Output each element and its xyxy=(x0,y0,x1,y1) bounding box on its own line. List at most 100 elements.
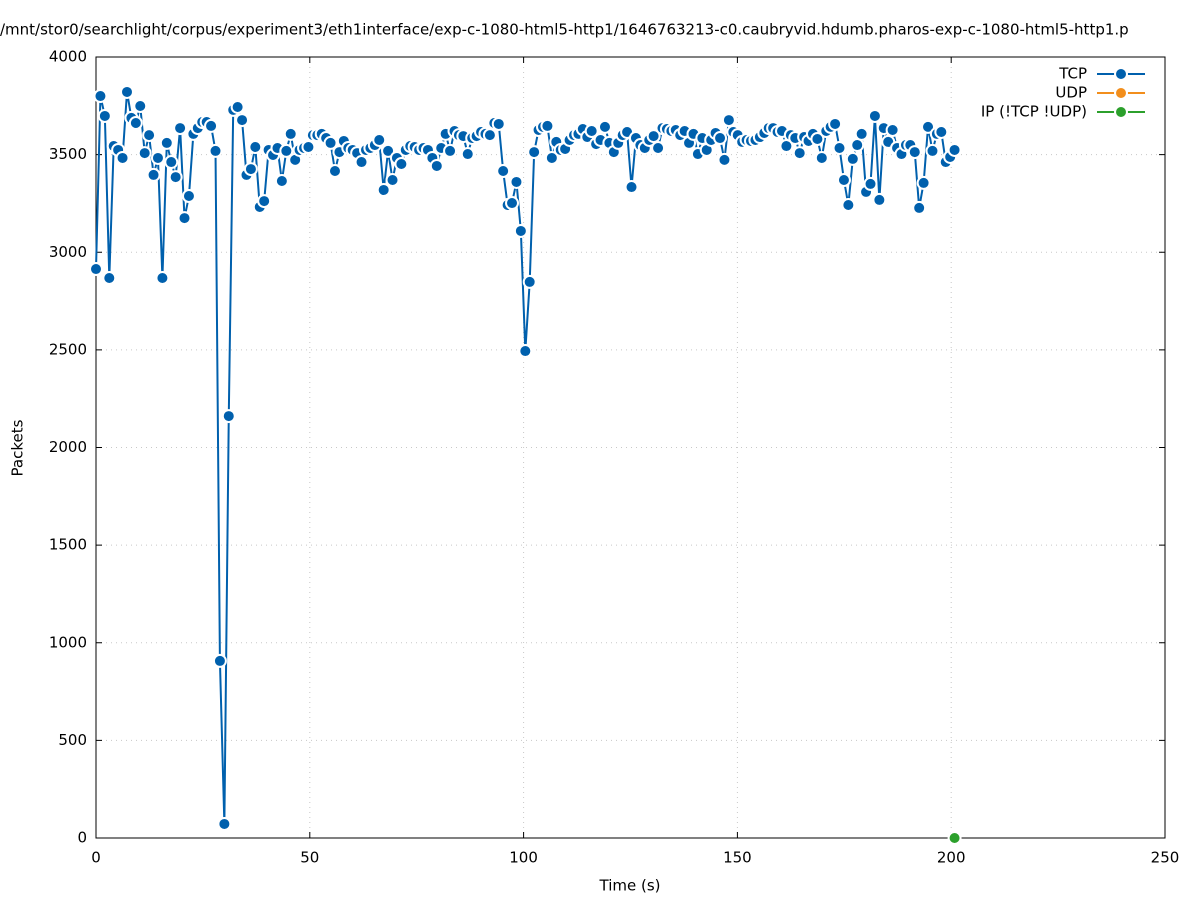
data-point xyxy=(102,271,117,286)
legend-marker xyxy=(1114,86,1128,100)
chart-title: /mnt/stor0/searchlight/corpus/experiment… xyxy=(0,21,1129,39)
data-point xyxy=(505,196,520,211)
x-tick-label: 0 xyxy=(91,849,101,867)
data-point xyxy=(115,150,130,165)
data-point xyxy=(544,150,559,165)
data-point xyxy=(814,150,829,165)
data-point xyxy=(429,158,444,173)
data-point xyxy=(279,143,294,158)
data-point xyxy=(527,145,542,160)
legend-marker xyxy=(1114,67,1128,81)
data-point xyxy=(181,189,196,204)
x-tick-label: 50 xyxy=(300,849,319,867)
y-tick-label: 4000 xyxy=(49,48,87,66)
data-point xyxy=(885,123,900,138)
data-point xyxy=(93,89,108,104)
data-point xyxy=(867,108,882,123)
data-point xyxy=(159,135,174,150)
data-point xyxy=(522,274,537,289)
data-point xyxy=(208,143,223,158)
data-point xyxy=(947,142,962,157)
data-point xyxy=(381,143,396,158)
data-point xyxy=(133,99,148,114)
y-tick-label: 2000 xyxy=(49,438,87,456)
data-point xyxy=(248,140,263,155)
series xyxy=(89,84,962,831)
data-point xyxy=(376,182,391,197)
y-tick-label: 0 xyxy=(77,829,87,847)
data-point xyxy=(97,108,112,123)
data-point xyxy=(274,173,289,188)
legend-label: TCP xyxy=(1058,65,1087,83)
data-point xyxy=(128,115,143,130)
data-point xyxy=(921,119,936,134)
y-tick-label: 2500 xyxy=(49,340,87,358)
data-point xyxy=(491,116,506,131)
legend-marker xyxy=(1114,105,1128,119)
legend-label: UDP xyxy=(1055,84,1087,102)
data-point xyxy=(460,147,475,162)
x-axis-label: Time (s) xyxy=(599,877,661,895)
data-point xyxy=(863,176,878,191)
data-point xyxy=(854,126,869,141)
data-point xyxy=(385,173,400,188)
data-point xyxy=(323,135,338,150)
data-point xyxy=(212,653,227,668)
data-point xyxy=(907,145,922,160)
x-tick-label: 200 xyxy=(937,849,966,867)
data-point xyxy=(540,118,555,133)
data-point xyxy=(513,223,528,238)
data-point xyxy=(713,131,728,146)
data-point xyxy=(173,121,188,136)
data-point xyxy=(496,164,511,179)
data-point xyxy=(518,344,533,359)
data-point xyxy=(230,99,245,114)
data-point xyxy=(177,211,192,226)
plot-border xyxy=(95,56,1166,839)
data-point xyxy=(832,140,847,155)
data-point xyxy=(792,146,807,161)
series-line xyxy=(95,91,956,824)
data-point xyxy=(301,140,316,155)
data-point xyxy=(841,197,856,212)
data-point xyxy=(89,262,103,277)
y-tick-label: 3500 xyxy=(49,145,87,163)
data-point xyxy=(624,180,639,195)
data-point xyxy=(597,119,612,134)
data-point xyxy=(372,132,387,147)
data-point xyxy=(283,126,298,141)
data-point xyxy=(150,150,165,165)
data-point xyxy=(142,128,157,143)
y-tick-label: 3000 xyxy=(49,243,87,261)
data-point xyxy=(235,113,250,128)
y-axis-label: Packets xyxy=(9,419,27,476)
data-point xyxy=(146,167,161,182)
data-point xyxy=(204,118,219,133)
data-point xyxy=(872,192,887,207)
data-point xyxy=(443,143,458,158)
x-tick-label: 150 xyxy=(723,849,752,867)
legend-label: IP (!TCP !UDP) xyxy=(981,103,1087,121)
data-point xyxy=(717,152,732,167)
data-point xyxy=(394,156,409,171)
data-point xyxy=(836,173,851,188)
x-tick-label: 250 xyxy=(1151,849,1180,867)
y-tick-label: 1000 xyxy=(49,633,87,651)
y-tick-label: 500 xyxy=(58,731,87,749)
data-point xyxy=(925,143,940,158)
data-point xyxy=(651,140,666,155)
data-point xyxy=(947,831,962,845)
y-tick-label: 1500 xyxy=(49,536,87,554)
data-point xyxy=(257,194,272,209)
data-point xyxy=(217,816,232,831)
data-point xyxy=(828,116,843,131)
data-point xyxy=(916,175,931,190)
data-point xyxy=(845,151,860,166)
data-point xyxy=(509,174,524,189)
data-point xyxy=(168,170,183,185)
data-point xyxy=(810,132,825,147)
data-point xyxy=(646,129,661,144)
data-point xyxy=(584,123,599,138)
data-point xyxy=(327,164,342,179)
